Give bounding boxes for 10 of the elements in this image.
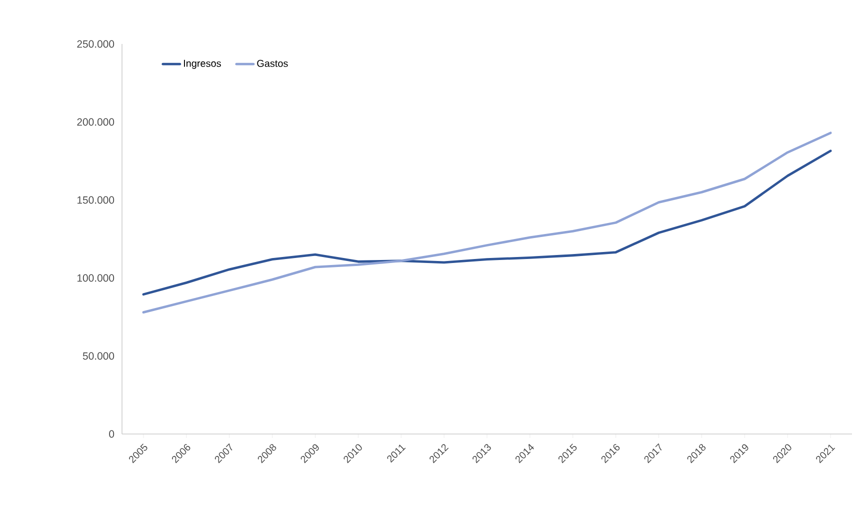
y-tick-label: 250.000 <box>77 40 114 48</box>
y-tick-label: 0 <box>109 430 114 438</box>
legend-label: Gastos <box>257 60 288 67</box>
line-series <box>142 150 832 296</box>
y-tick-label: 150.000 <box>77 196 114 204</box>
line-series <box>142 132 832 314</box>
legend-label: Ingresos <box>184 60 221 69</box>
y-tick-label: 200.000 <box>77 118 114 126</box>
y-tick-label: 50.000 <box>82 352 114 360</box>
y-tick-label: 100.000 <box>77 274 114 282</box>
